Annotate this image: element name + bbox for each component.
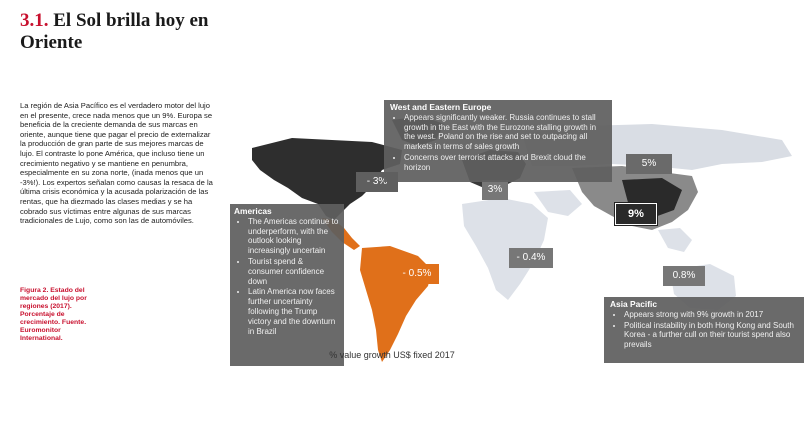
americas-box-list: The Americas continue to underperform, w… [234, 217, 340, 337]
asia-pacific-point-2: Political instability in both Hong Kong … [624, 321, 798, 350]
africa-shape [462, 198, 548, 300]
europe-info-box: West and Eastern Europe Appears signific… [384, 100, 612, 182]
americas-box-title: Americas [234, 206, 272, 216]
americas-info-box: Americas The Americas continue to underp… [230, 204, 344, 366]
asia-pacific-box-list: Appears strong with 9% growth in 2017 Po… [610, 310, 798, 350]
growth-label-russia: 5% [626, 154, 672, 174]
section-number: 3.1. [20, 10, 49, 31]
figure-footer: % value growth US$ fixed 2017 [329, 350, 455, 360]
americas-point-2: Tourist spend & consumer confidence down [248, 257, 340, 286]
europe-box-title: West and Eastern Europe [390, 102, 492, 112]
southeast-asia-shape [658, 228, 692, 252]
europe-point-1: Appears significantly weaker. Russia con… [404, 113, 606, 152]
north-america-shape [252, 138, 402, 220]
section-heading: El Sol brilla hoy en Oriente [20, 10, 209, 53]
section-title: 3.1. El Sol brilla hoy en Oriente [20, 10, 230, 54]
article-body: La región de Asia Pacífico es el verdade… [20, 101, 213, 226]
growth-label-latin-america: - 0.5% [395, 264, 439, 284]
growth-label-australasia: 0.8% [663, 266, 705, 286]
americas-point-1: The Americas continue to underperform, w… [248, 217, 340, 256]
asia-pacific-point-1: Appears strong with 9% growth in 2017 [624, 310, 798, 320]
world-map-figure: - 3% 3% 5% 9% - 0.5% - 0.4% 0.8% West an… [222, 100, 808, 421]
figure-caption: Figura 2. Estado del mercado del lujo po… [20, 287, 87, 342]
europe-box-list: Appears significantly weaker. Russia con… [390, 113, 606, 173]
middle-east-shape [534, 190, 582, 216]
growth-label-europe: 3% [482, 180, 508, 200]
growth-label-middle-east-africa: - 0.4% [509, 248, 553, 268]
growth-label-asia-pacific: 9% [614, 202, 658, 226]
europe-point-2: Concerns over terrorist attacks and Brex… [404, 153, 606, 173]
americas-point-3: Latin America now faces further uncertai… [248, 287, 340, 336]
asia-pacific-box-title: Asia Pacific [610, 299, 658, 309]
asia-pacific-info-box: Asia Pacific Appears strong with 9% grow… [604, 297, 804, 363]
